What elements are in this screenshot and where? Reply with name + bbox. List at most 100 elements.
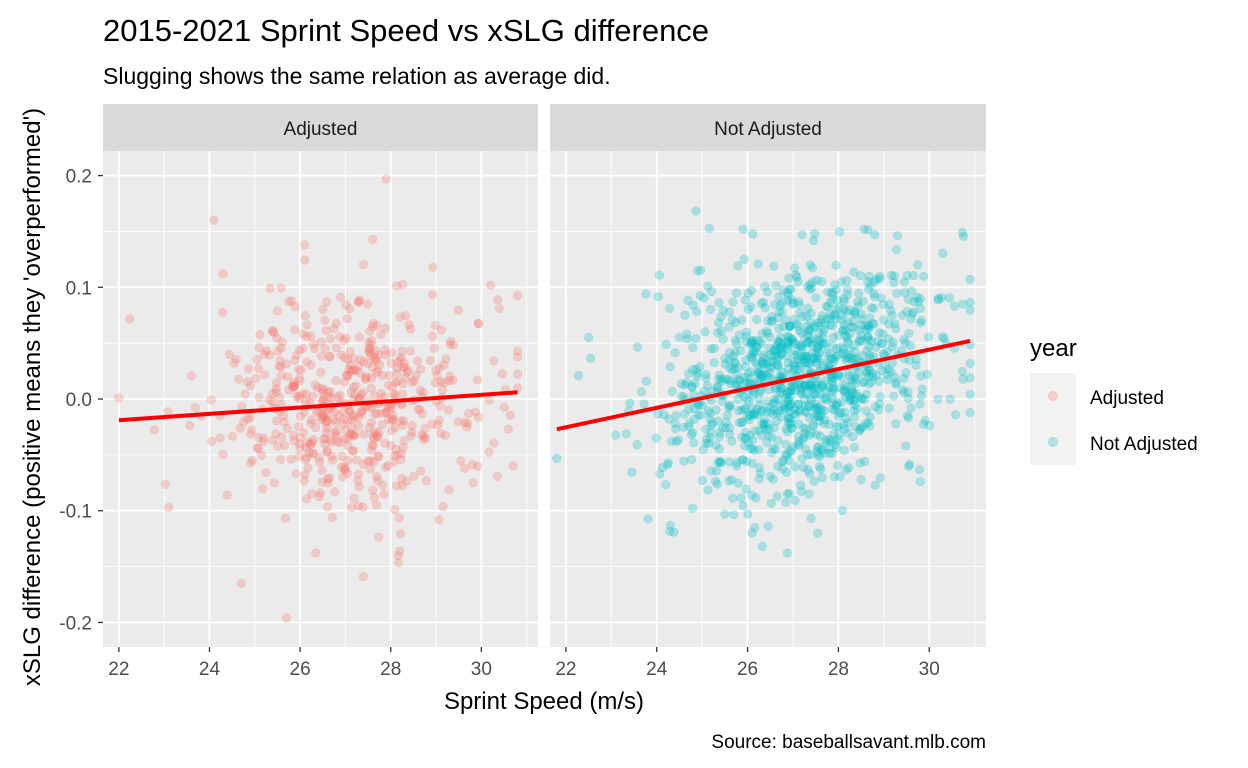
data-point [661,339,671,350]
data-point [853,369,864,379]
data-point [655,469,665,479]
data-point [725,378,736,389]
data-point [861,389,872,399]
data-point [748,409,758,419]
data-point [817,339,827,349]
data-point [261,467,271,478]
data-point [716,326,726,336]
data-point [701,373,711,383]
data-point [839,294,849,304]
data-point [801,389,811,399]
data-point [356,390,366,400]
data-point [356,406,366,417]
data-point [845,329,855,339]
data-point [864,323,874,334]
data-point [826,287,836,298]
data-point [376,329,386,339]
data-point [315,457,325,467]
data-point [261,346,271,356]
data-point [834,434,844,444]
data-point [773,336,784,346]
data-point [330,487,340,497]
data-point [763,316,773,326]
data-point [889,319,900,329]
data-point [855,334,865,345]
data-point [749,346,759,356]
data-point [786,381,796,392]
data-point [671,410,681,421]
data-point [812,358,822,368]
data-point [790,495,800,506]
data-point [791,270,801,280]
data-point [827,321,838,331]
data-point [707,418,717,428]
data-point [625,398,635,408]
data-point [838,344,848,354]
data-point [282,372,293,382]
data-point [777,298,788,308]
data-point [782,427,793,437]
data-point [864,341,874,351]
data-point [803,354,813,364]
data-point [778,401,788,412]
data-point [621,429,631,439]
data-point [785,406,795,417]
data-point [807,340,817,350]
data-point [783,357,793,368]
data-point [838,325,848,336]
data-point [730,358,741,368]
data-point [738,501,748,511]
data-point [871,274,881,284]
data-point [307,437,317,447]
data-point [804,430,814,440]
data-point [804,489,814,499]
data-point [374,427,384,437]
data-point [797,384,807,394]
data-point [788,382,798,392]
data-point [757,370,768,380]
data-point [758,297,768,307]
data-point [738,224,748,234]
data-point [669,527,679,537]
data-point [878,338,888,348]
data-point [448,375,458,385]
data-point [396,352,406,362]
data-point [803,303,813,313]
data-point [765,367,775,378]
points-adjusted [114,174,523,623]
data-point [754,393,764,404]
data-point [346,415,357,425]
data-point [740,433,750,443]
data-point [782,548,792,558]
data-point [721,417,731,427]
data-point [787,295,797,305]
data-point [752,404,762,414]
data-point [922,369,932,379]
data-point [688,428,698,438]
data-point [843,317,853,327]
data-point [810,229,820,239]
data-point [758,372,768,382]
data-point [370,352,380,362]
data-point [811,380,821,391]
data-point [781,449,791,459]
data-point [331,417,341,427]
data-point [273,346,283,356]
data-point [776,349,786,359]
data-point [282,423,293,433]
data-point [398,416,409,426]
data-point [809,383,819,394]
data-point [801,424,811,434]
data-point [741,434,751,444]
legend-label-not-adjusted: Not Adjusted [1090,434,1198,455]
data-point [354,482,364,492]
data-point [714,374,724,384]
data-point [700,327,710,337]
data-point [348,365,359,375]
data-point [359,429,369,439]
data-point [777,456,787,467]
data-point [848,316,858,327]
data-point [765,349,775,360]
data-point [326,334,336,344]
x-axis: 22 24 26 28 30 22 24 26 28 30 [108,647,940,680]
